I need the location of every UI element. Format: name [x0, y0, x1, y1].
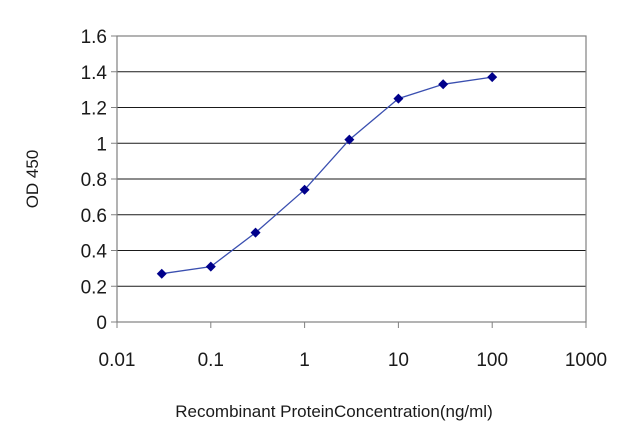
x-tick-label: 100: [476, 350, 508, 371]
data-point: [250, 227, 261, 238]
y-tick-label: 1: [96, 134, 107, 155]
y-axis: 0 0.2 0.4 0.6 0.8 1 1.2 1.4 1.6: [81, 27, 117, 334]
x-tick-label: 1: [299, 350, 310, 371]
data-point: [393, 93, 404, 104]
data-point: [156, 268, 167, 279]
gridlines: [117, 71, 586, 287]
x-axis: 0.01 0.1 1 10 100 1000: [99, 322, 607, 371]
x-tick-label: 0.1: [198, 350, 224, 371]
series-layer: [156, 72, 498, 279]
series-line: [161, 76, 493, 275]
data-point: [438, 79, 449, 90]
y-tick-label: 1.6: [81, 27, 107, 48]
y-tick-label: 0.6: [81, 206, 107, 227]
y-tick-label: 0.8: [81, 170, 107, 191]
y-axis-label: OD 450: [23, 150, 42, 209]
data-point: [487, 72, 498, 83]
x-axis-label: Recombinant ProteinConcentration(ng/ml): [175, 402, 493, 421]
y-tick-label: 0: [96, 313, 107, 334]
y-tick-label: 1.4: [81, 63, 108, 84]
data-point: [299, 184, 310, 195]
x-tick-label: 1000: [565, 350, 607, 371]
y-tick-label: 0.2: [81, 277, 107, 298]
x-tick-label: 0.01: [99, 350, 136, 371]
x-tick-label: 10: [388, 350, 409, 371]
y-tick-label: 1.2: [81, 99, 107, 120]
data-point: [344, 134, 355, 145]
data-point: [205, 261, 216, 272]
y-tick-label: 0.4: [81, 242, 108, 263]
